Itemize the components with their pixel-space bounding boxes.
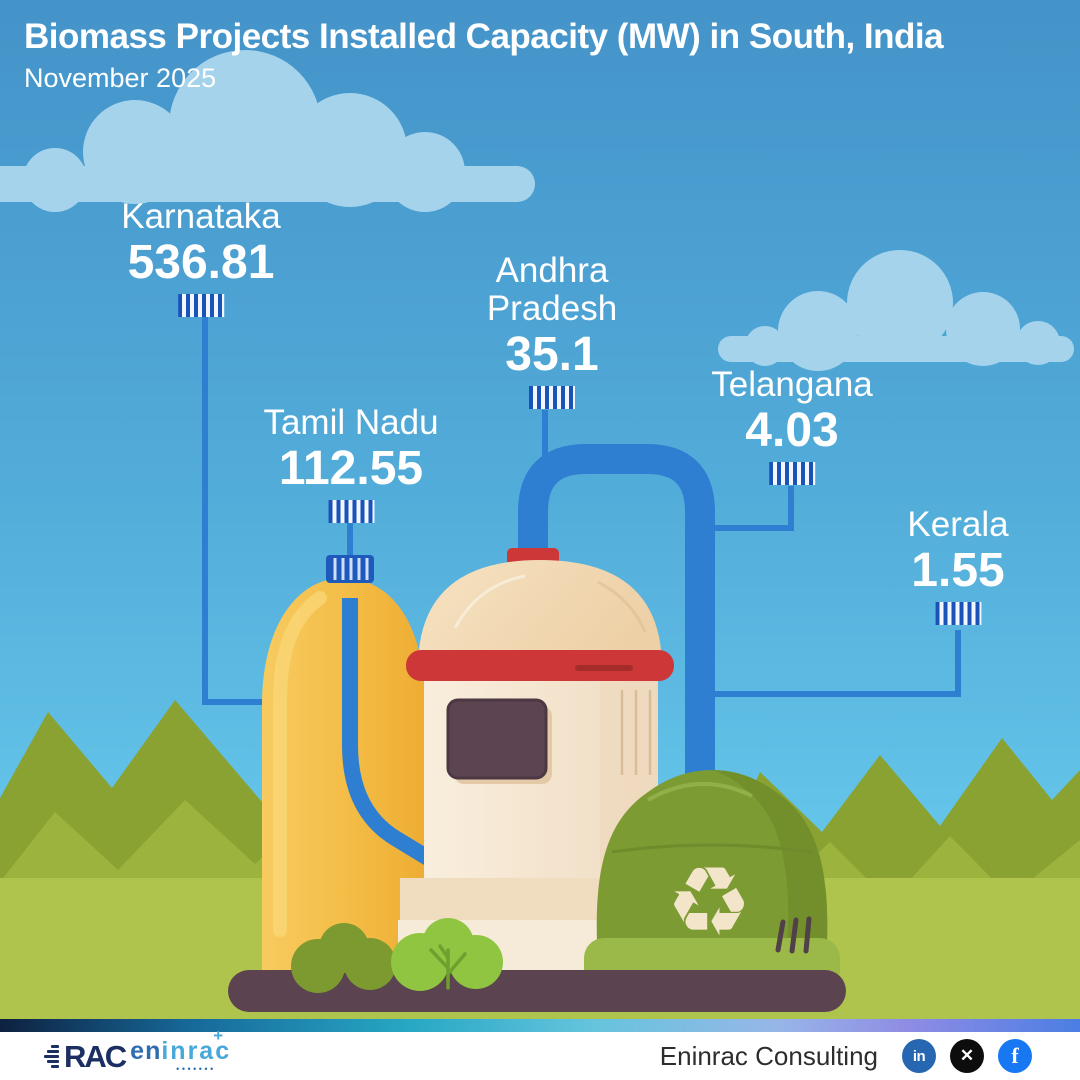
page-subtitle: November 2025: [24, 62, 217, 93]
footer-right: Eninrac Consulting in ✕ f: [660, 1039, 1032, 1073]
connector-barcode-icon: [529, 385, 575, 409]
connector-karnataka: [202, 308, 266, 705]
main-pipe: [518, 444, 715, 880]
linkedin-icon[interactable]: in: [902, 1039, 936, 1073]
logo-primary-text: RAC: [64, 1038, 127, 1074]
logo-bars-icon: [44, 1044, 59, 1068]
connector-kerala: [714, 630, 961, 697]
state-value: 1.55: [911, 543, 1005, 597]
state-name: Telangana: [711, 365, 873, 404]
state-name: Andhra Pradesh: [486, 251, 618, 328]
connector-lines: [202, 308, 961, 705]
bush-light-icon: [391, 918, 503, 991]
brand-name: Eninrac Consulting: [659, 1040, 878, 1071]
logo-plus-icon: +: [213, 1025, 224, 1045]
state-value: 112.55: [278, 441, 424, 495]
storage-tank-yellow: [262, 555, 433, 978]
cloud-left-icon: [0, 50, 535, 212]
tank-pipe: [342, 598, 433, 865]
logo-secondary-text-b: inrac: [161, 1036, 232, 1065]
recycle-icon: ♻: [666, 849, 752, 956]
connector-barcode-icon: [934, 602, 981, 626]
branch-icon: [429, 944, 467, 990]
state-name: Kerala: [907, 505, 1009, 544]
connector-barcode-icon: [327, 500, 374, 524]
state-label-tamil-nadu: Tamil Nadu 112.55: [263, 403, 439, 524]
footer: RAC en inrac ••••••• + Eninrac Consultin…: [0, 1027, 1080, 1080]
connector-barcode-icon: [178, 294, 224, 318]
state-value: 35.1: [505, 327, 599, 381]
facebook-icon[interactable]: f: [998, 1039, 1032, 1073]
bin-vents: [775, 916, 812, 954]
x-twitter-icon[interactable]: ✕: [950, 1039, 984, 1073]
state-value: 536.81: [127, 235, 275, 289]
header: Biomass Projects Installed Capacity (MW)…: [24, 17, 1060, 94]
state-label-telangana: Telangana 4.03: [711, 365, 873, 486]
bush-dark-icon: [291, 923, 396, 993]
logo-secondary-text-a: en: [130, 1036, 162, 1065]
cloud-right-icon: [718, 250, 1074, 371]
page-title: Biomass Projects Installed Capacity (MW)…: [24, 17, 944, 56]
logo-wordmark: en inrac ••••••• +: [130, 1027, 232, 1074]
tank-cap: [326, 555, 374, 583]
connector-telangana: [714, 486, 794, 531]
state-label-karnataka: Karnataka 536.81: [121, 197, 281, 318]
state-label-kerala: Kerala 1.55: [907, 505, 1009, 626]
footer-gradient-bar: [0, 1019, 1080, 1032]
state-label-andhra-pradesh: Andhra Pradesh 35.1: [447, 252, 657, 409]
state-name: Karnataka: [121, 197, 281, 236]
red-band: [406, 650, 674, 681]
brand-logo: RAC en inrac ••••••• +: [44, 1027, 232, 1074]
state-value: 4.03: [745, 403, 839, 457]
logo-dots: •••••••: [176, 1063, 216, 1074]
connector-barcode-icon: [768, 462, 815, 486]
state-name: Tamil Nadu: [263, 403, 439, 442]
window: [446, 698, 548, 780]
